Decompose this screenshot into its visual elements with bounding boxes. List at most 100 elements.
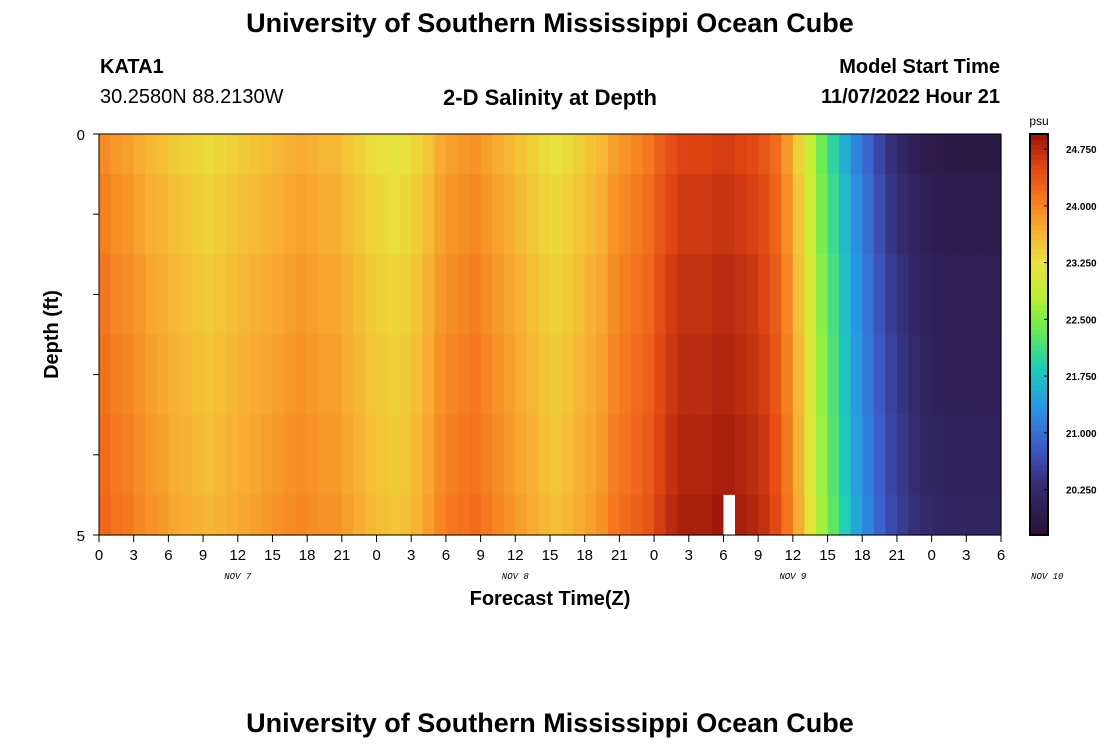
colorbar-segment bbox=[1030, 174, 1048, 180]
colorbar-segment bbox=[1030, 444, 1048, 451]
heatmap-cell bbox=[630, 174, 644, 255]
heatmap-cell bbox=[237, 414, 250, 496]
heatmap-cell bbox=[318, 174, 331, 255]
heatmap-cell bbox=[989, 494, 1002, 536]
colorbar-segment bbox=[1030, 459, 1048, 466]
heatmap-cell bbox=[885, 334, 898, 416]
heatmap-cell bbox=[735, 414, 748, 496]
heatmap-cell bbox=[307, 494, 320, 536]
heatmap-cell bbox=[341, 254, 355, 336]
heatmap-cell bbox=[168, 174, 181, 255]
heatmap-cell bbox=[284, 254, 297, 336]
heatmap-cell bbox=[203, 254, 216, 336]
heatmap-cell bbox=[191, 494, 204, 536]
heatmap-cell bbox=[411, 414, 424, 496]
heatmap-cell bbox=[989, 414, 1002, 496]
heatmap-cell bbox=[977, 494, 991, 536]
heatmap-cell bbox=[295, 494, 308, 536]
heatmap-cell bbox=[526, 134, 540, 175]
heatmap-cell bbox=[596, 414, 609, 496]
heatmap-cell bbox=[110, 174, 123, 255]
colorbar-segment bbox=[1030, 439, 1048, 446]
heatmap-cell bbox=[735, 254, 748, 336]
heatmap-cell bbox=[203, 174, 216, 255]
heatmap-cell bbox=[677, 134, 690, 175]
heatmap-cell bbox=[815, 254, 829, 336]
heatmap-cell bbox=[214, 254, 227, 336]
heatmap-cell bbox=[781, 174, 794, 255]
heatmap-cell bbox=[191, 134, 204, 175]
colorbar-segment bbox=[1030, 204, 1048, 210]
heatmap-cell bbox=[977, 134, 991, 175]
heatmap-cell bbox=[284, 174, 297, 255]
colorbar-segment bbox=[1030, 149, 1048, 155]
heatmap-cell bbox=[781, 254, 794, 336]
colorbar-segment bbox=[1030, 269, 1048, 275]
heatmap-cell bbox=[503, 334, 516, 416]
colorbar-segment bbox=[1030, 349, 1048, 356]
heatmap-cell bbox=[989, 334, 1002, 416]
heatmap-cell bbox=[700, 494, 713, 536]
heatmap-cell bbox=[746, 334, 759, 416]
heatmap-cell bbox=[920, 254, 933, 336]
heatmap-cell bbox=[711, 494, 725, 536]
colorbar-segment bbox=[1030, 454, 1048, 461]
heatmap-cell bbox=[330, 134, 343, 175]
heatmap-cell bbox=[515, 334, 528, 416]
heatmap-cell bbox=[110, 134, 123, 175]
heatmap-cell bbox=[145, 254, 158, 336]
heatmap-cell bbox=[503, 134, 516, 175]
model-start-value: 11/07/2022 Hour 21 bbox=[820, 86, 1000, 108]
heatmap-cell bbox=[943, 174, 956, 255]
colorbar-tick-label: 23.250 bbox=[1066, 259, 1097, 270]
heatmap-cell bbox=[445, 494, 459, 536]
colorbar-segment bbox=[1030, 369, 1048, 376]
heatmap-cell bbox=[665, 414, 678, 496]
heatmap-cell bbox=[781, 134, 794, 175]
colorbar-segment bbox=[1030, 384, 1048, 391]
colorbar-segment bbox=[1030, 154, 1048, 160]
x-tick-label: 6 bbox=[997, 547, 1005, 564]
x-tick-label: 0 bbox=[927, 547, 935, 564]
heatmap-cell bbox=[654, 174, 667, 255]
heatmap-cell bbox=[630, 414, 644, 496]
heatmap-cell bbox=[110, 494, 123, 536]
heatmap-cell bbox=[619, 414, 632, 496]
heatmap-cell bbox=[191, 174, 204, 255]
heatmap-cell bbox=[550, 414, 563, 496]
heatmap-cell bbox=[145, 174, 158, 255]
heatmap-cell bbox=[480, 494, 493, 536]
heatmap-cell bbox=[839, 494, 852, 536]
heatmap-cell bbox=[422, 134, 435, 175]
heatmap-cell bbox=[156, 134, 169, 175]
colorbar-segment bbox=[1030, 394, 1048, 401]
heatmap-cell bbox=[503, 494, 516, 536]
heatmap-cell bbox=[330, 174, 343, 255]
heatmap-cell bbox=[179, 134, 193, 175]
colorbar-segment bbox=[1030, 244, 1048, 250]
heatmap-cell bbox=[249, 134, 262, 175]
heatmap-cell bbox=[260, 494, 274, 536]
heatmap-cell bbox=[422, 334, 435, 416]
heatmap-cell bbox=[804, 494, 817, 536]
heatmap-cell bbox=[503, 174, 516, 255]
heatmap-cell bbox=[850, 174, 863, 255]
colorbar-segment bbox=[1030, 199, 1048, 205]
heatmap-cell bbox=[862, 254, 875, 336]
heatmap-cell bbox=[573, 134, 586, 175]
colorbar-segment bbox=[1030, 164, 1048, 170]
station-coords: 30.2580N 88.2130W bbox=[100, 86, 284, 108]
heatmap-cell bbox=[758, 134, 771, 175]
heatmap-cell bbox=[989, 254, 1002, 336]
heatmap-cell bbox=[99, 414, 112, 496]
heatmap-cell bbox=[966, 254, 979, 336]
heatmap-cell bbox=[422, 174, 435, 255]
colorbar-segment bbox=[1030, 419, 1048, 426]
colorbar-segment bbox=[1030, 224, 1048, 230]
heatmap-cell bbox=[827, 254, 840, 336]
heatmap-cell bbox=[735, 174, 748, 255]
colorbar-segment bbox=[1030, 524, 1048, 531]
heatmap-cell bbox=[110, 254, 123, 336]
heatmap-cell bbox=[226, 334, 239, 416]
heatmap-cell bbox=[908, 494, 921, 536]
